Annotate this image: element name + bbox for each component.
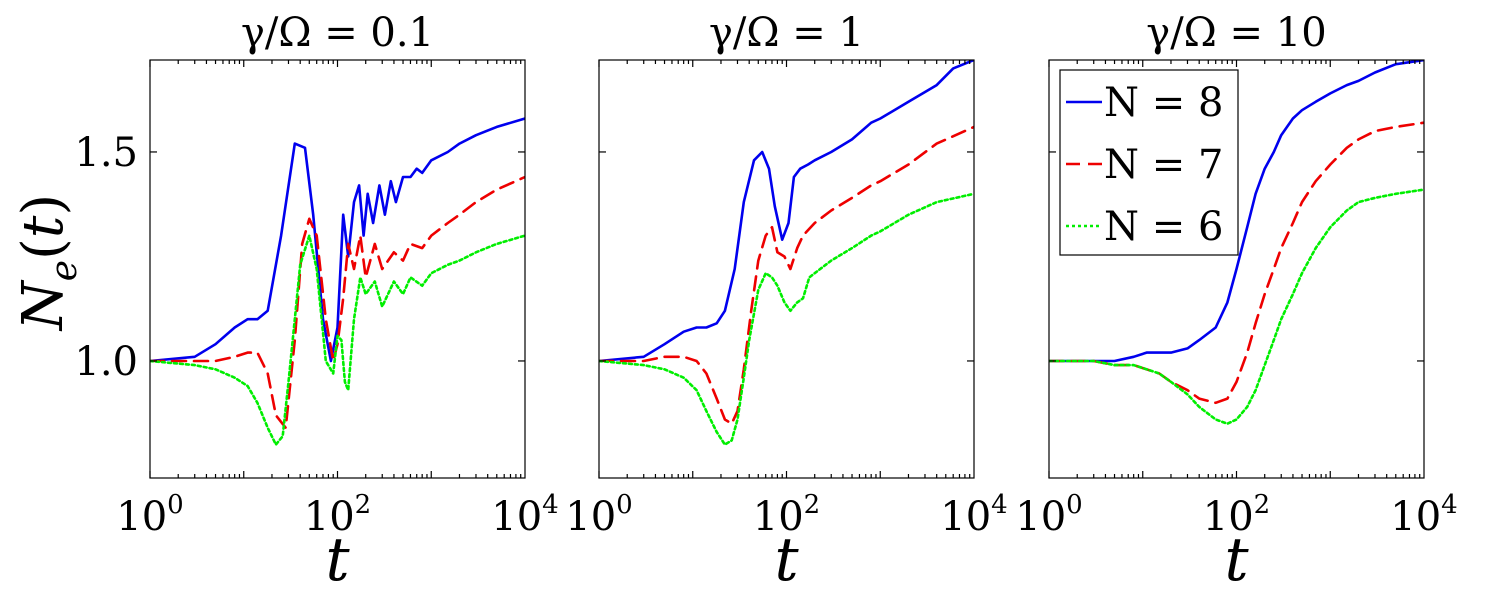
panel-3: γ/Ω = 10 100 102 104 t [1015,10,1457,595]
panel-title: γ/Ω = 10 [1146,10,1326,56]
x-tick-label: 104 [491,490,558,540]
y-tick-label: 1.0 [74,339,138,385]
plot-frame [149,59,526,479]
series-line-n8 [599,60,974,363]
x-tick-label: 102 [1203,490,1270,540]
y-axis-label: Ne(t) [11,194,85,333]
x-axis-label: t [774,525,799,595]
x-axis-label: t [325,525,350,595]
series-line-n8 [150,117,525,363]
legend-label: N = 6 [1104,204,1223,250]
x-axis-label: t [1224,525,1249,595]
x-tick-label: 104 [1390,490,1457,540]
series-line-n6 [599,192,974,446]
legend: N = 8 N = 7 N = 6 [1059,69,1239,256]
plot-frame [598,59,975,479]
series-line-n7 [150,175,525,430]
series-line-n6 [150,234,525,446]
x-tick-label: 104 [940,490,1007,540]
series-line-n8 [1049,60,1424,363]
panel-1: γ/Ω = 0.1 100 102 104 1.0 1.5 t [74,10,558,595]
panel-title: γ/Ω = 1 [709,10,864,56]
series-line-n7 [599,125,974,425]
x-tick-label: 100 [1015,490,1082,540]
x-tick-label: 102 [304,490,371,540]
x-tick-label: 100 [116,490,183,540]
legend-label: N = 8 [1104,80,1223,126]
x-tick-label: 100 [565,490,632,540]
x-tick-label: 102 [753,490,820,540]
legend-label: N = 7 [1104,142,1223,188]
y-tick-label: 1.5 [74,130,138,176]
panel-2: γ/Ω = 1 100 102 104 t [565,10,1007,595]
series-line-n6 [1049,188,1424,425]
panels: γ/Ω = 0.1 100 102 104 1.0 1.5 t γ/Ω = 1 100 102 10… [74,10,1457,595]
panel-title: γ/Ω = 0.1 [241,10,434,56]
